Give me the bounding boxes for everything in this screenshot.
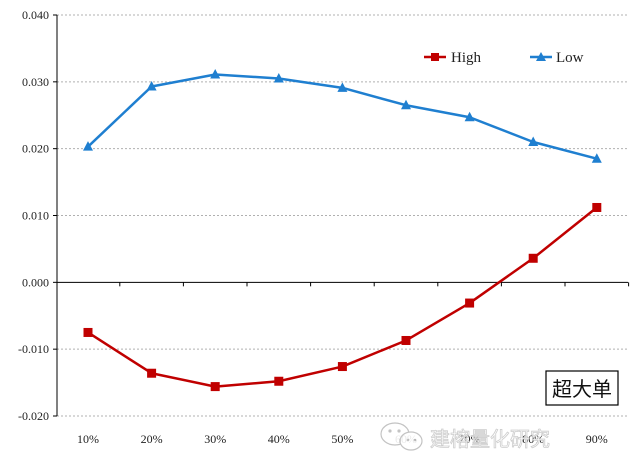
wechat-icon (380, 422, 423, 451)
series-high-point (401, 335, 411, 345)
x-tick-label: 30% (204, 432, 226, 446)
series-high-point (465, 298, 475, 308)
x-tick-label: 20% (141, 432, 163, 446)
legend-high-marker (431, 53, 439, 61)
annotation-box: 超大单 (545, 370, 619, 406)
y-tick-label: 0.000 (22, 275, 49, 289)
series-high-point (147, 368, 157, 378)
x-tick-label: 90% (586, 432, 608, 446)
watermark-text: 建榕量化研究 (430, 427, 550, 451)
y-tick-label: -0.020 (18, 409, 49, 423)
y-tick-label: 0.020 (22, 142, 49, 156)
series-high-line (87, 206, 598, 388)
series-low-point (591, 153, 602, 163)
x-tick-label: 10% (77, 432, 99, 446)
y-tick-label: 0.030 (22, 75, 49, 89)
x-tick-label: 70% (459, 432, 481, 446)
watermark: 建榕量化研究 (380, 422, 550, 451)
series-high-point (274, 376, 284, 386)
series-low-point (401, 99, 411, 110)
annotation-text: 超大单 (552, 377, 612, 401)
y-tick-label: -0.010 (18, 342, 49, 356)
legend-high-label: High (451, 50, 482, 66)
y-tick-label: 0.040 (22, 8, 49, 22)
series-low-point (273, 72, 284, 83)
series-low-point (83, 141, 93, 151)
gridlines (57, 14, 628, 417)
x-tick-label: 40% (268, 432, 290, 446)
series-layer (83, 68, 602, 392)
series-high-point (528, 253, 538, 263)
series-high-point (83, 327, 93, 337)
series-high-point (210, 382, 220, 392)
series-low-point (464, 111, 475, 122)
legend-low-marker (536, 52, 546, 61)
legend: High Low (424, 50, 584, 66)
x-axis-ticks: 10%20%30%40%50%60%70%80%90% (77, 282, 630, 446)
series-low-point (210, 68, 221, 79)
series-low-point (337, 82, 348, 92)
y-tick-label: 0.010 (22, 209, 49, 223)
series-low-point (146, 81, 157, 91)
y-axis-ticks: 0.040 0.030 0.020 0.010 0.000 -0.010 -0.020 (18, 8, 57, 423)
x-tick-label: 50% (331, 432, 353, 446)
series-low-point (528, 136, 539, 146)
series-high-point (592, 202, 602, 212)
series-high-point (337, 362, 347, 372)
x-tick-label: 80% (522, 432, 544, 446)
legend-low-label: Low (556, 50, 584, 66)
